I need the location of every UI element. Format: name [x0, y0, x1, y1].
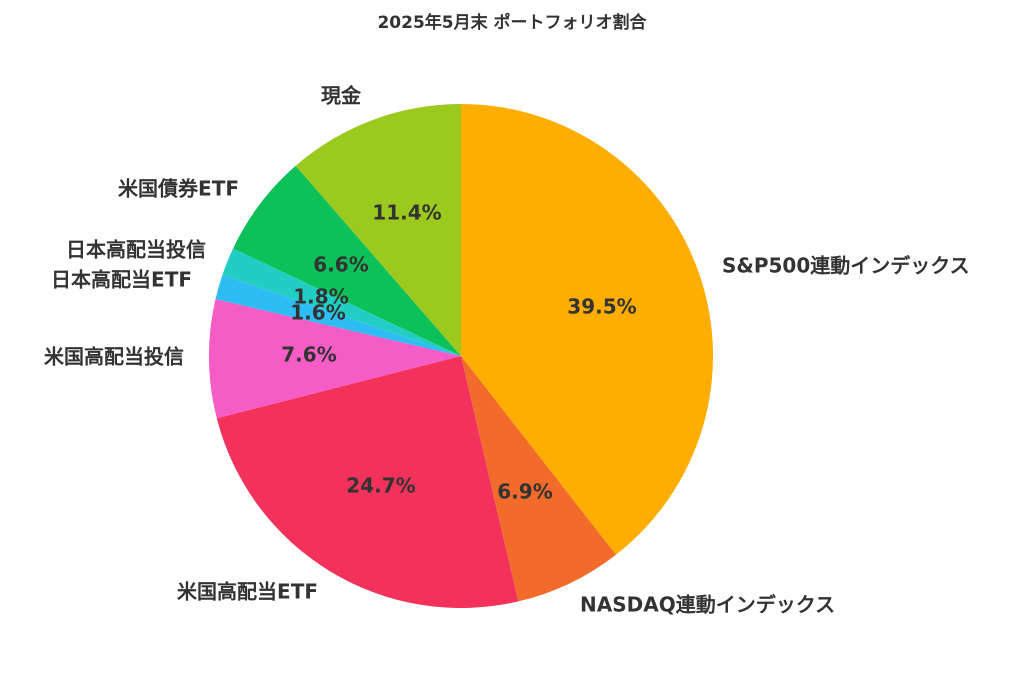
slice-percent-3: 24.7% — [346, 474, 415, 498]
slice-label-3: 米国高配当ETF — [177, 580, 318, 604]
pie-slice-7 — [233, 165, 461, 356]
pie-slice-6 — [222, 248, 461, 356]
pie-slice-2 — [461, 356, 616, 602]
slice-label-6: 日本高配当投信 — [66, 238, 206, 262]
slice-label-8: 現金 — [321, 84, 362, 108]
pie-labels: S&P500連動インデックス 39.5% NASDAQ連動インデックス 6.9% 米国高… — [44, 84, 970, 617]
pie-slice-8 — [295, 104, 461, 356]
slice-percent-1: 39.5% — [567, 295, 636, 319]
slice-label-1: S&P500連動インデックス — [722, 254, 970, 278]
slice-percent-7: 6.6% — [313, 253, 368, 277]
pie-slice-5 — [215, 274, 461, 356]
pie-slice-4 — [208, 299, 461, 419]
pie-slices — [208, 103, 714, 609]
slice-percent-4: 7.6% — [281, 343, 336, 367]
slice-percent-6: 1.8% — [293, 285, 348, 309]
slice-label-4: 米国高配当投信 — [44, 345, 184, 369]
slice-label-7: 米国債券ETF — [118, 177, 239, 201]
slice-percent-8: 11.4% — [372, 201, 441, 225]
chart-title: 2025年5月末 ポートフォリオ割合 — [377, 13, 647, 33]
slice-label-5: 日本高配当ETF — [51, 268, 192, 292]
pie-slice-3 — [216, 356, 519, 609]
slice-percent-5: 1.6% — [290, 301, 345, 325]
pie-slice-1 — [461, 103, 714, 555]
slice-percent-2: 6.9% — [497, 480, 552, 504]
slice-label-2: NASDAQ連動インデックス — [580, 593, 835, 617]
